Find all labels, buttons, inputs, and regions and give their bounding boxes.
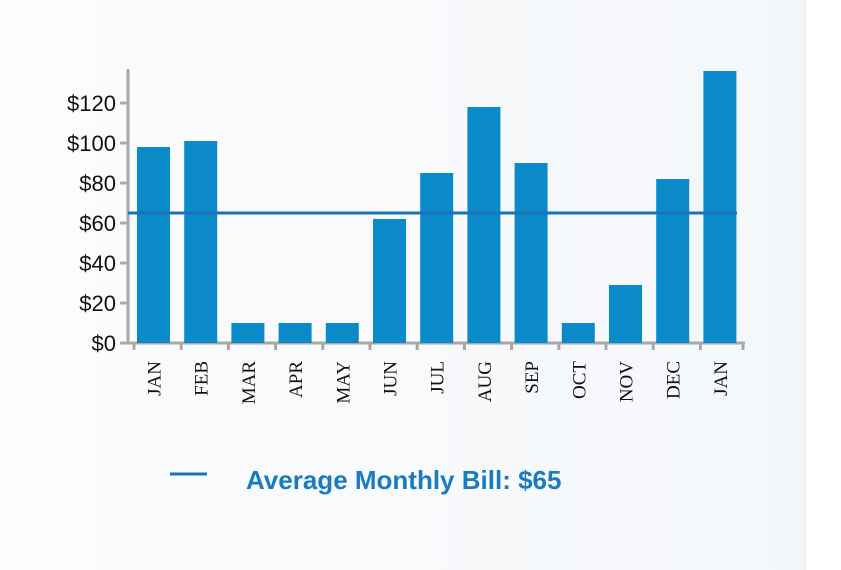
bar [703,71,737,343]
x-tick-label: AUG [475,361,496,402]
legend-label: Average Monthly Bill: $65 [246,465,561,495]
bar [561,323,595,343]
x-tick-label: SEP [522,361,543,394]
y-tick-label: $0 [92,331,116,356]
bar [420,173,454,343]
x-tick-label: MAR [239,361,260,405]
right-margin-strip [805,0,841,570]
y-tick-label: $20 [79,291,116,316]
x-tick-label: OCT [569,361,590,399]
bar [656,179,690,343]
y-tick-label: $80 [79,171,116,196]
y-tick-label: $60 [79,211,116,236]
x-tick-label: DEC [664,361,685,399]
y-tick-label: $100 [67,131,116,156]
bar [514,163,548,343]
x-tick-label: JAN [145,361,166,396]
bar [373,219,406,343]
y-tick-label: $40 [79,251,116,276]
bar [137,147,170,343]
x-tick-label: FEB [192,361,213,396]
x-tick-label: JUN [381,361,402,396]
x-tick-label: JUL [428,361,449,394]
x-tick-label: APR [286,361,307,398]
bar [609,285,642,343]
bar [467,107,501,343]
bar [184,141,218,343]
x-tick-label: NOV [617,361,638,402]
legend: Average Monthly Bill: $65 [170,465,561,495]
x-tick-label: MAY [333,361,354,404]
bar [231,323,265,343]
x-tick-label: JAN [711,361,732,396]
bar [325,323,359,343]
y-tick-label: $120 [67,91,116,116]
bar [278,323,312,343]
